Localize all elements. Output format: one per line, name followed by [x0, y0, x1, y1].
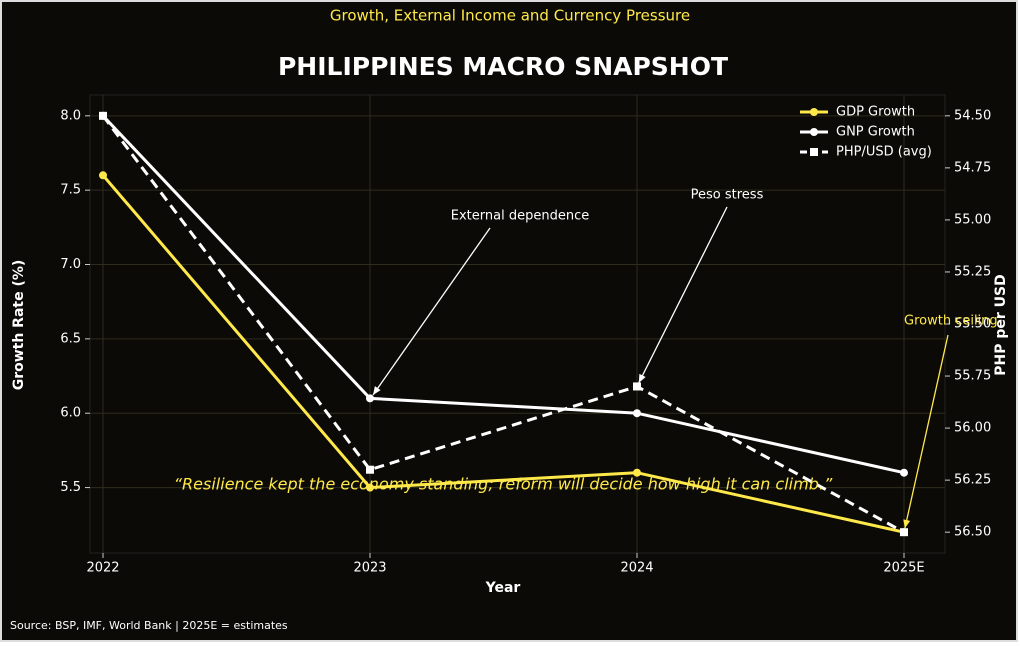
legend-label: PHP/USD (avg): [836, 145, 932, 160]
y2-tick-label: 55.25: [954, 264, 991, 279]
y2-axis-label: PHP per USD: [993, 274, 1009, 375]
point: [366, 394, 374, 403]
y-axis-label: Growth Rate (%): [11, 260, 27, 391]
y-tick-label: 7.0: [60, 257, 81, 272]
point: [633, 382, 641, 391]
annotation: Peso stress: [691, 188, 764, 203]
y2-tick-label: 55.50: [954, 317, 991, 332]
y2-tick-label: 54.50: [954, 108, 991, 123]
point: [99, 111, 107, 120]
subtitle: Growth, External Income and Currency Pre…: [330, 7, 690, 25]
point: [633, 468, 641, 477]
legend-marker: [810, 128, 818, 136]
y2-tick-label: 55.75: [954, 369, 991, 384]
annotation-arrowhead: [903, 519, 911, 529]
point: [900, 528, 908, 537]
annotation-arrowhead: [373, 386, 381, 395]
y2-tick-label: 54.75: [954, 160, 991, 175]
y-tick-label: 7.5: [60, 183, 81, 198]
point: [366, 483, 374, 492]
legend-marker: [810, 108, 818, 116]
y-tick-label: 6.5: [60, 331, 81, 346]
y-tick-label: 6.0: [60, 406, 81, 421]
point: [99, 171, 107, 180]
annotation-arrow: [372, 227, 491, 396]
point: [900, 468, 908, 477]
source-note: Source: BSP, IMF, World Bank | 2025E = e…: [10, 619, 288, 632]
legend-label: GDP Growth: [836, 105, 915, 120]
annotation-arrow: [904, 334, 949, 529]
legend-marker: [810, 148, 818, 156]
y2-tick-label: 55.00: [954, 212, 991, 227]
y2-tick-label: 56.25: [954, 473, 991, 488]
series-line: [101, 114, 905, 534]
point: [633, 409, 641, 418]
x-axis-label: Year: [485, 580, 521, 596]
x-tick-label: 2022: [86, 561, 119, 576]
plot-area: [89, 94, 946, 554]
series-line: [101, 174, 905, 534]
annotation-arrowhead: [638, 373, 646, 383]
annotation: Growth ceiling: [904, 314, 998, 329]
x-tick-label: 2025E: [883, 561, 924, 576]
x-tick-label: 2024: [620, 561, 653, 576]
quote: “Resilience kept the economy standing; r…: [174, 475, 833, 494]
annotation: External dependence: [451, 209, 589, 224]
chart-title: PHILIPPINES MACRO SNAPSHOT: [278, 52, 728, 81]
y-tick-label: 5.5: [60, 480, 81, 495]
y2-tick-label: 56.00: [954, 421, 991, 436]
y2-tick-label: 56.50: [954, 525, 991, 540]
annotation-arrow: [638, 206, 728, 384]
series-line: [101, 114, 905, 475]
x-tick-label: 2023: [353, 561, 386, 576]
y-tick-label: 8.0: [60, 108, 81, 123]
legend-label: GNP Growth: [836, 125, 915, 140]
point: [366, 465, 374, 474]
